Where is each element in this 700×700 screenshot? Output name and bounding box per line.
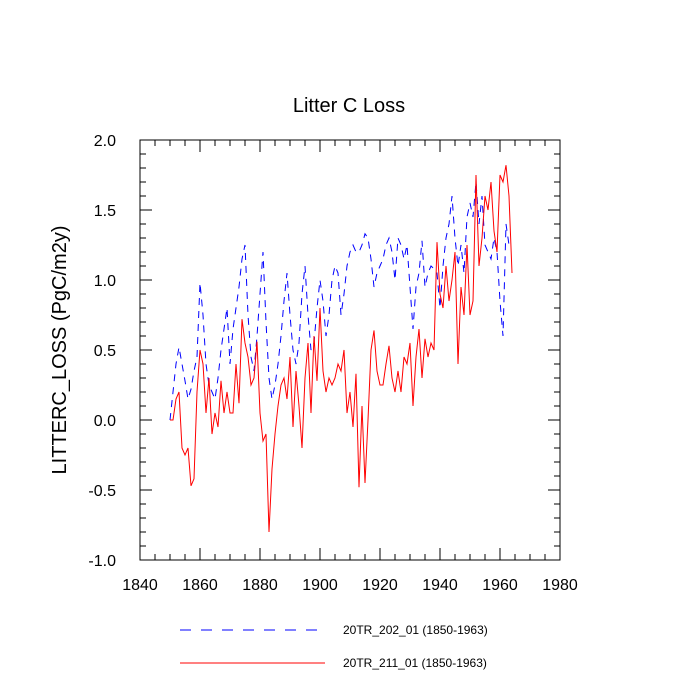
- y-tick-label: -0.5: [88, 483, 116, 500]
- x-tick-label: 1960: [482, 577, 518, 594]
- x-tick-label: 1840: [122, 577, 158, 594]
- y-tick-label: 1.5: [94, 203, 116, 220]
- x-tick-label: 1920: [362, 577, 398, 594]
- y-axis-label: LITTERC_LOSS (PgC/m2y): [49, 226, 71, 475]
- y-tick-label: 2.0: [94, 133, 116, 150]
- axes: 1840 1860 1880 1900 1920 1940 1960 1980 -1.0 -0.5…: [88, 133, 577, 594]
- legend-label-2: 20TR_211_01 (1850-1963): [343, 656, 487, 670]
- x-tick-label: 1940: [422, 577, 458, 594]
- y-tick-label: 0.0: [94, 413, 116, 430]
- y-tick-label: -1.0: [88, 553, 116, 570]
- y-tick-label: 1.0: [94, 273, 116, 290]
- x-tick-label: 1860: [182, 577, 218, 594]
- legend: 20TR_202_01 (1850-1963) 20TR_211_01 (1850…: [180, 623, 488, 670]
- y-tick-label: 0.5: [94, 343, 116, 360]
- legend-label-1: 20TR_202_01 (1850-1963): [343, 623, 488, 637]
- x-tick-label: 1980: [542, 577, 578, 594]
- x-tick-label: 1900: [302, 577, 338, 594]
- x-tick-label: 1880: [242, 577, 278, 594]
- plot-frame: [139, 139, 561, 561]
- series-line-2: [170, 165, 513, 533]
- plot-lines: [169, 165, 513, 533]
- chart-title: Litter C Loss: [293, 95, 405, 117]
